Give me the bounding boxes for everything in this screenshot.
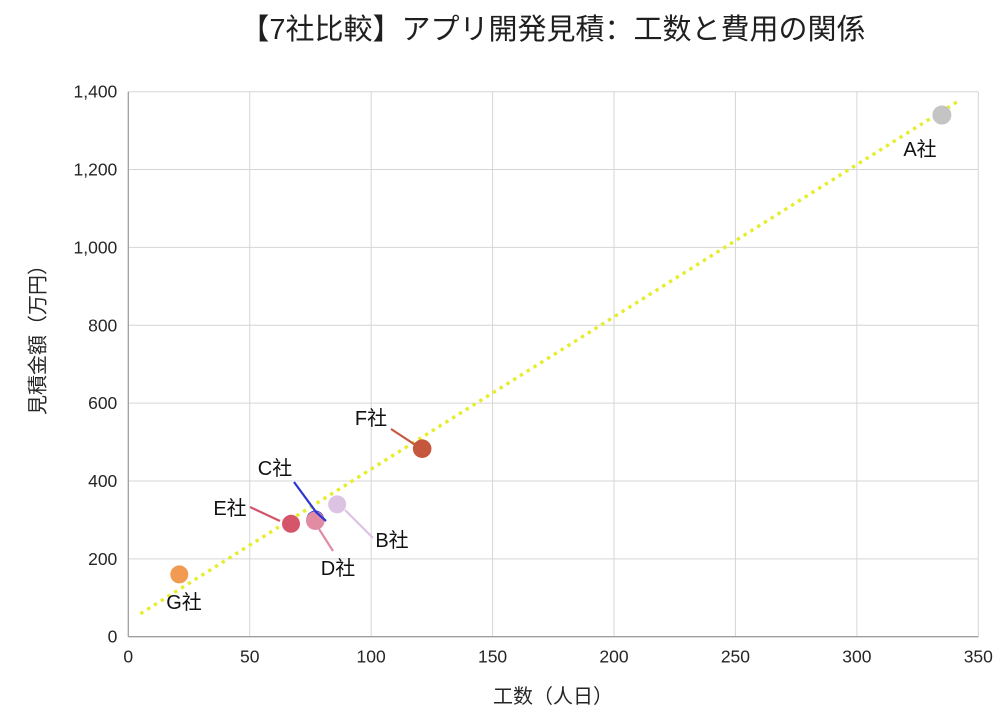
point-B社 bbox=[328, 495, 347, 514]
x-tick-label-350: 350 bbox=[964, 647, 993, 667]
point-D社 bbox=[306, 511, 325, 530]
leader-line-B社 bbox=[344, 509, 374, 539]
x-tick-label-300: 300 bbox=[842, 647, 871, 667]
y-tick-label-200: 200 bbox=[88, 549, 117, 569]
point-E社 bbox=[282, 514, 301, 533]
point-label-D社: D社 bbox=[321, 557, 355, 580]
leader-line-D社 bbox=[318, 528, 334, 552]
leader-line-C社 bbox=[293, 481, 327, 522]
y-tick-label-600: 600 bbox=[88, 393, 117, 413]
point-label-B社: B社 bbox=[375, 529, 408, 552]
point-A社 bbox=[932, 105, 952, 125]
leader-line-E社 bbox=[249, 506, 281, 522]
y-tick-label-800: 800 bbox=[88, 315, 117, 335]
leader-line-F社 bbox=[390, 428, 418, 447]
point-F社 bbox=[412, 439, 432, 458]
point-label-E社: E社 bbox=[213, 497, 246, 520]
point-G社 bbox=[170, 565, 189, 584]
x-tick-label-100: 100 bbox=[357, 647, 386, 667]
x-tick-label-250: 250 bbox=[721, 647, 750, 667]
chart-title: 【7社比較】アプリ開発見積：工数と費用の関係 bbox=[240, 14, 866, 46]
y-tick-label-1200: 1,200 bbox=[74, 160, 118, 180]
y-tick-label-0: 0 bbox=[108, 627, 118, 647]
x-tick-label-150: 150 bbox=[478, 647, 507, 667]
y-tick-label-400: 400 bbox=[88, 471, 117, 491]
point-label-A社: A社 bbox=[903, 138, 936, 161]
trendline bbox=[139, 99, 960, 616]
point-label-C社: C社 bbox=[258, 457, 292, 480]
y-tick-label-1400: 1,400 bbox=[74, 82, 118, 102]
point-label-F社: F社 bbox=[355, 407, 387, 430]
point-label-G社: G社 bbox=[166, 591, 202, 614]
x-tick-label-200: 200 bbox=[599, 647, 628, 667]
x-tick-label-0: 0 bbox=[123, 647, 133, 667]
x-axis-title: 工数（人日） bbox=[493, 686, 613, 708]
y-tick-label-1000: 1,000 bbox=[74, 237, 118, 257]
x-tick-label-50: 50 bbox=[240, 647, 260, 667]
y-axis-title: 見積金額（万円） bbox=[27, 255, 50, 415]
